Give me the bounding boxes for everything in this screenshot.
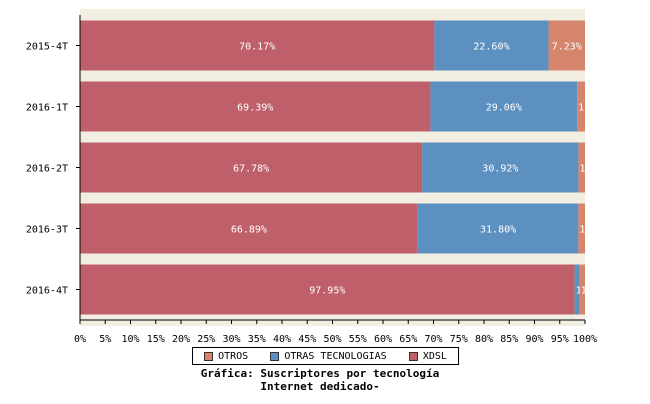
x-tick-label: 55%: [349, 334, 367, 345]
y-tick-label: 2016-4T: [26, 286, 68, 297]
chart-legend: OTROS OTRAS TECNOLOGIAS XDSL: [192, 347, 459, 365]
x-tick-label: 15%: [147, 334, 165, 345]
legend-item-xdsl: XDSL: [408, 350, 447, 362]
legend-item-otros: OTROS: [204, 351, 248, 362]
x-tick-label: 5%: [99, 334, 111, 345]
y-tick-label: 2016-2T: [26, 164, 68, 175]
x-tick-label: 70%: [424, 334, 442, 345]
x-tick-label: 90%: [525, 334, 543, 345]
grid-stripe: [80, 9, 585, 21]
data-label-xdsl-2015-4T: 70.17%: [239, 42, 275, 53]
bar-xdsl-2016-1T: [80, 81, 431, 132]
legend-swatch-otros: [204, 351, 214, 361]
legend-item-otras-tecnologias: OTRAS TECNOLOGIAS: [270, 350, 387, 362]
x-tick-label: 85%: [500, 334, 518, 345]
data-label-xdsl-2016-4T: 97.95%: [309, 286, 345, 297]
bar-otros-2016-1T: [577, 81, 585, 132]
grid-stripe: [80, 192, 585, 204]
legend-swatch-otras-tecnologias: [270, 351, 280, 361]
bar-otras-tecnologias-2016-4T: [574, 264, 580, 315]
data-label-otros-2016-3T: 1.3: [579, 225, 597, 236]
x-tick-label: 80%: [475, 334, 493, 345]
data-label-otros-2015-4T: 7.23%: [552, 42, 582, 53]
grid-stripe: [80, 70, 585, 82]
x-tick-label: 95%: [551, 334, 569, 345]
grid-stripe: [80, 131, 585, 143]
legend-swatch-xdsl: [408, 351, 418, 361]
chart-caption-subtitle: Internet dedicado-: [260, 380, 380, 393]
y-tick-label: 2016-3T: [26, 225, 68, 236]
x-tick-label: 10%: [121, 334, 139, 345]
x-tick-label: 35%: [248, 334, 266, 345]
legend-label-otros: OTROS: [218, 350, 249, 362]
data-label-otras-tecnologias-2015-4T: 22.60%: [473, 42, 509, 53]
y-tick-label: 2016-1T: [26, 103, 68, 114]
data-label-otros-2016-2T: 1.2: [579, 164, 597, 175]
data-label-xdsl-2016-2T: 67.78%: [233, 164, 269, 175]
bar-otras-tecnologias-2016-1T: [430, 81, 578, 132]
x-tick-label: 75%: [450, 334, 468, 345]
bar-xdsl-2015-4T: [80, 20, 435, 71]
bar-otros-2016-4T: [579, 264, 585, 315]
grid-stripe: [80, 253, 585, 265]
x-tick-label: 45%: [298, 334, 316, 345]
bar-otras-tecnologias-2015-4T: [434, 20, 549, 71]
data-label-otras-tecnologias-2016-2T: 30.92%: [482, 164, 518, 175]
bar-xdsl-2016-2T: [80, 142, 423, 193]
bar-otras-tecnologias-2016-2T: [422, 142, 579, 193]
legend-label-xdsl: XDSL: [422, 350, 447, 362]
data-label-xdsl-2016-1T: 69.39%: [237, 103, 273, 114]
x-tick-label: 20%: [172, 334, 190, 345]
x-tick-label: 40%: [273, 334, 291, 345]
bar-otros-2016-2T: [578, 142, 585, 193]
chart-caption-title: Gráfica: Suscriptores por tecnología: [200, 367, 440, 380]
bar-xdsl-2016-4T: [80, 264, 575, 315]
bar-otras-tecnologias-2016-3T: [417, 203, 579, 254]
bar-otros-2016-3T: [578, 203, 585, 254]
x-tick-label: 60%: [374, 334, 392, 345]
bar-otros-2015-4T: [548, 20, 585, 71]
y-tick-label: 2015-4T: [26, 42, 68, 53]
data-label-xdsl-2016-3T: 66.89%: [231, 225, 267, 236]
x-tick-label: 100%: [573, 334, 597, 345]
data-label-otras-tecnologias-2016-3T: 31.80%: [480, 225, 516, 236]
bar-xdsl-2016-3T: [80, 203, 418, 254]
x-tick-label: 25%: [197, 334, 215, 345]
x-tick-label: 50%: [323, 334, 341, 345]
legend-label-otras-tecnologias: OTRAS TECNOLOGIAS: [284, 350, 387, 362]
data-label-otros-2016-1T: 1.5: [578, 103, 596, 114]
x-tick-label: 0%: [74, 334, 86, 345]
data-label-otros-2016-4T: 1: [581, 286, 587, 297]
data-label-otras-tecnologias-2016-1T: 29.06%: [486, 103, 522, 114]
x-tick-label: 30%: [222, 334, 240, 345]
x-tick-label: 65%: [399, 334, 417, 345]
